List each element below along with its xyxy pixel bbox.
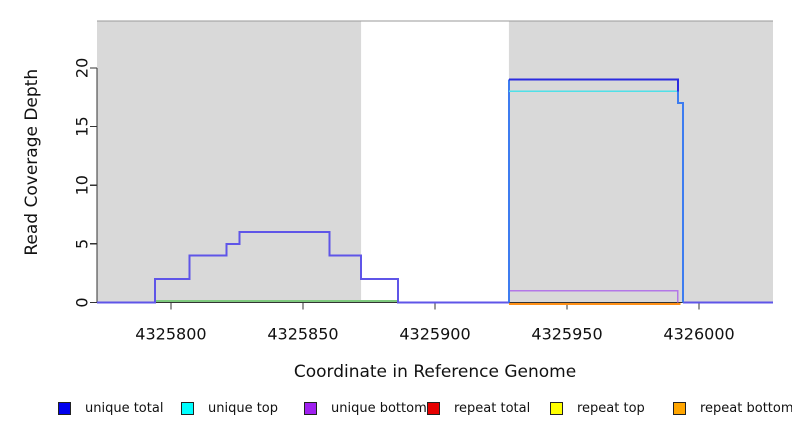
- legend-label: unique total: [85, 400, 164, 416]
- y-tick-label: 5: [73, 239, 92, 249]
- legend-swatch-icon: [181, 401, 194, 415]
- block-right-edge-line: [676, 91, 685, 303]
- x-tick-label: 4325900: [399, 325, 470, 344]
- y-tick-label: 15: [73, 116, 92, 136]
- legend-label: repeat top: [577, 400, 645, 416]
- unique-step-left-line: [97, 231, 509, 304]
- y-axis-title: Read Coverage Depth: [22, 69, 42, 256]
- shaded-region: [97, 21, 362, 303]
- legend: unique total unique top unique bottom repea…: [0, 397, 792, 425]
- legend-swatch-icon: [673, 401, 686, 415]
- legend-swatch-icon: [550, 401, 563, 415]
- legend-label: unique bottom: [331, 400, 427, 416]
- shaded-region: [508, 21, 773, 303]
- legend-swatch-icon: [427, 401, 440, 415]
- legend-item: repeat top: [550, 397, 645, 419]
- x-tick-label: 4325950: [531, 325, 602, 344]
- legend-item: repeat bottom: [673, 397, 792, 419]
- legend-swatch-icon: [58, 401, 71, 415]
- legend-item: repeat total: [427, 397, 530, 419]
- x-tick-label: 4325850: [267, 325, 338, 344]
- x-tick-label: 4326000: [663, 325, 734, 344]
- legend-swatch-icon: [304, 401, 317, 415]
- legend-item: unique total: [58, 397, 163, 419]
- x-tick-label: 4325800: [135, 325, 206, 344]
- y-tick-label: 0: [73, 297, 92, 307]
- legend-item: unique top: [181, 397, 278, 419]
- y-tick-label: 10: [73, 175, 92, 195]
- legend-label: unique top: [208, 400, 279, 416]
- legend-label: repeat total: [454, 400, 531, 416]
- x-axis-title: Coordinate in Reference Genome: [294, 362, 576, 382]
- unique-total-block-line: [508, 78, 679, 92]
- legend-label: repeat bottom: [700, 400, 792, 416]
- y-tick-label: 20: [73, 58, 92, 78]
- legend-item: unique bottom: [304, 397, 427, 419]
